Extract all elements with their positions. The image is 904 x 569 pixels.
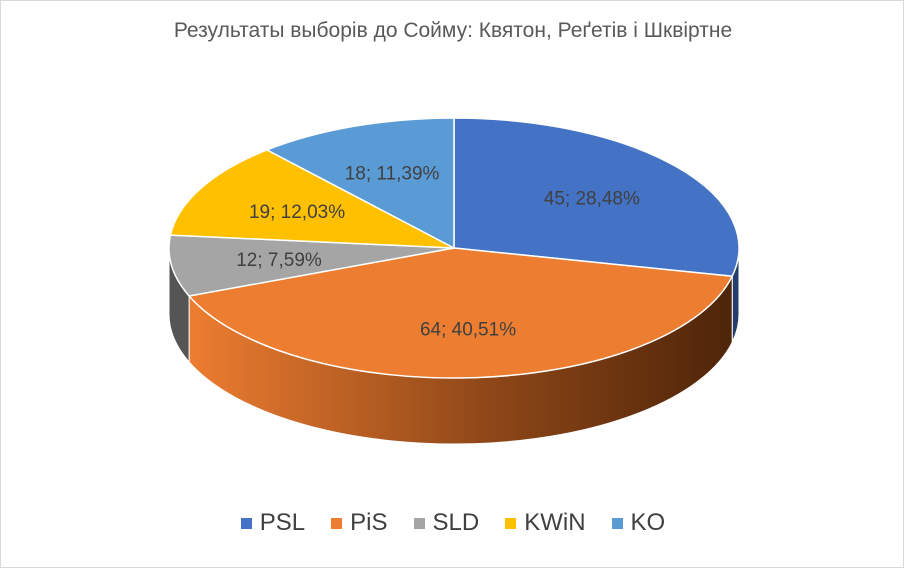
chart-title: Результаты выборів до Сойму: Квятон, Реґ…: [173, 19, 733, 42]
legend-item-sld[interactable]: SLD: [413, 509, 480, 537]
legend-swatch: [413, 517, 425, 529]
legend-swatch: [505, 517, 517, 529]
data-label-sld: 12; 7,59%: [236, 250, 322, 271]
data-label-pis: 64; 40,51%: [420, 319, 516, 340]
legend-swatch: [331, 517, 343, 529]
pie-data-labels: 45; 28,48% 64; 40,51% 12; 7,59% 19; 12,03%1…: [236, 164, 640, 341]
legend-swatch: [611, 517, 623, 529]
legend-label: PiS: [350, 509, 388, 536]
pie-slices: [168, 117, 740, 379]
chart-legend: PSL PiS SLD KWiN KO: [1, 509, 904, 537]
legend-item-kwin[interactable]: KWiN: [505, 509, 586, 537]
legend-label: KO: [630, 509, 666, 536]
pie-slice-sld[interactable]: [168, 234, 455, 297]
legend-item-ko[interactable]: KO: [611, 509, 666, 537]
pie-side-walls: [168, 247, 740, 445]
legend-item-psl[interactable]: PSL: [240, 509, 306, 537]
pie-slice-psl[interactable]: [453, 117, 740, 278]
legend-label: PSL: [259, 509, 306, 536]
pie-slice-kwin[interactable]: [169, 149, 455, 249]
data-label-kwin: 19; 12,03%: [249, 202, 345, 223]
data-label-psl: 45; 28,48%: [544, 189, 640, 210]
pie-slice-ko[interactable]: [265, 117, 455, 250]
data-label-ko: 18; 11,39%: [345, 164, 440, 185]
legend-item-pis[interactable]: PiS: [331, 509, 388, 537]
legend-label: SLD: [432, 509, 480, 536]
legend-label: KWiN: [524, 509, 586, 536]
pie-slice-pis[interactable]: [187, 247, 734, 379]
legend-swatch: [240, 517, 252, 529]
